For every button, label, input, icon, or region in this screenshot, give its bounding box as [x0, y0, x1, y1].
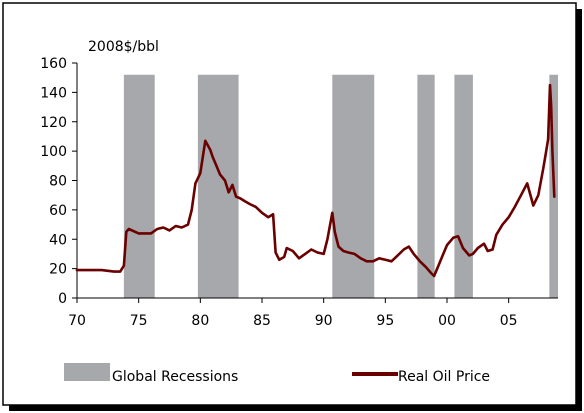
legend-swatch-recessions — [64, 363, 110, 381]
legend-label-oil-price: Real Oil Price — [398, 369, 490, 385]
recession-band-4 — [417, 74, 435, 298]
x-tick-label-75: 75 — [130, 313, 148, 329]
x-tick-label-80: 80 — [191, 313, 209, 329]
y-tick-label-140: 140 — [40, 85, 67, 101]
frame-border — [2, 2, 577, 406]
y-tick-label-160: 160 — [40, 56, 67, 72]
x-tick-label-05: 05 — [500, 313, 518, 329]
oil-price-series — [75, 83, 556, 278]
y-tick-label-80: 80 — [49, 174, 67, 190]
recession-band-3 — [332, 74, 375, 298]
x-tick-label-70: 70 — [68, 313, 86, 329]
y-tick-label-100: 100 — [40, 144, 67, 160]
recession-band-5 — [454, 74, 473, 298]
recession-band-1 — [123, 74, 155, 298]
oil-price-line — [75, 83, 556, 278]
y-unit-label: 2008$/bbl — [88, 39, 159, 55]
x-tick-label-90: 90 — [315, 313, 333, 329]
legend: Global Recessions Real Oil Price — [64, 363, 490, 385]
legend-label-recessions: Global Recessions — [112, 369, 238, 385]
y-tick-label-0: 0 — [58, 291, 67, 307]
y-tick-label-40: 40 — [49, 232, 67, 248]
y-tick-label-20: 20 — [49, 262, 67, 278]
x-tick-label-85: 85 — [253, 313, 271, 329]
y-tick-label-60: 60 — [49, 203, 67, 219]
x-tick-label-95: 95 — [376, 313, 394, 329]
recession-bands — [123, 74, 558, 298]
y-tick-label-120: 120 — [40, 115, 67, 131]
x-tick-label-00: 00 — [438, 313, 456, 329]
axes: 0 20 40 60 80 100 120 140 160 70 75 80 85 90 95 00 05 — [40, 56, 558, 329]
